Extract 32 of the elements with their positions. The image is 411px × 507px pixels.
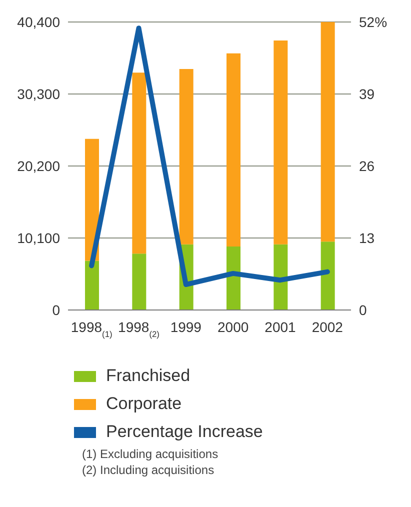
x-tick-label: 2001 xyxy=(264,319,296,335)
bar xyxy=(85,138,99,261)
bar xyxy=(179,69,194,244)
x-tick-label: 1999 xyxy=(170,319,202,335)
bar xyxy=(85,260,99,310)
bar xyxy=(320,242,335,310)
y2-tick-label: 0 xyxy=(359,302,367,318)
y2-tick-label: 39 xyxy=(359,86,375,102)
bar xyxy=(132,254,146,310)
bar xyxy=(226,53,240,247)
y-tick-label: 40,400 xyxy=(17,14,60,30)
y-tick-label: 0 xyxy=(52,302,60,318)
bar xyxy=(132,72,146,254)
text: (1) Excluding acquisitions xyxy=(82,446,220,462)
y-tick-label: 10,100 xyxy=(17,230,60,246)
bar xyxy=(274,244,288,310)
x-tick-label: 2000 xyxy=(218,319,249,335)
y2-tick-label: 26 xyxy=(359,158,375,174)
text: (2) Including acquisitions xyxy=(82,462,216,478)
y2-tick-label: 52% xyxy=(359,14,388,30)
x-tick-label: 1998$_{(1)}$ xyxy=(70,319,112,339)
x-tick-label: 1998$_{(2)}$ xyxy=(118,319,160,339)
legend-label: Corporate xyxy=(106,393,182,415)
legend-label: Franchised xyxy=(106,365,190,387)
bar xyxy=(274,40,288,244)
y2-tick-label: 13 xyxy=(359,230,375,246)
bar xyxy=(320,22,335,242)
legend-label: Percentage Increase xyxy=(106,421,263,443)
y-tick-label: 20,200 xyxy=(17,158,60,174)
x-tick-label: 2002 xyxy=(312,319,344,335)
y-tick-label: 30,300 xyxy=(17,86,60,102)
bar xyxy=(226,246,240,310)
